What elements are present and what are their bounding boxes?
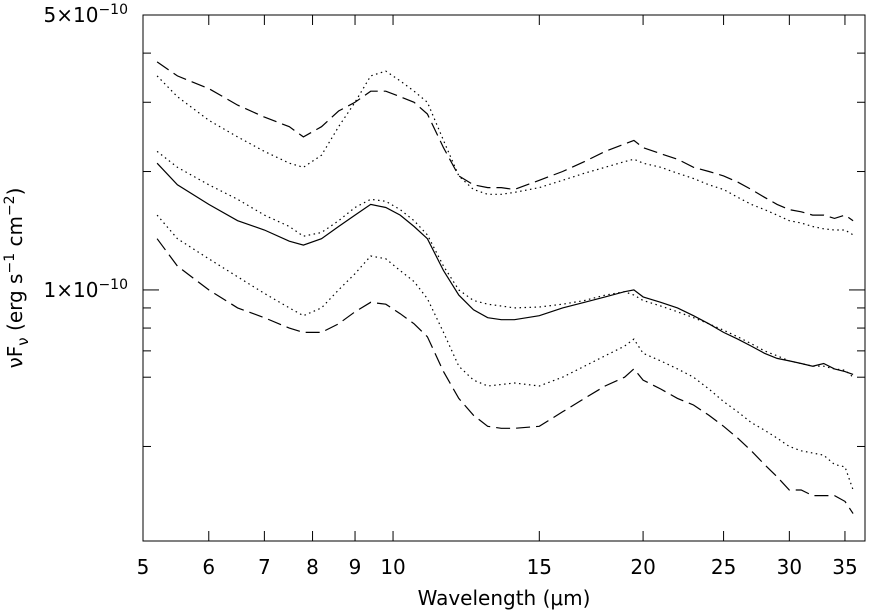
x-tick-label: 15	[527, 555, 552, 579]
x-tick-label: 20	[630, 555, 655, 579]
x-tick-label: 10	[380, 555, 405, 579]
y-axis: 1×10−10 5×10−10	[44, 2, 865, 447]
x-tick-label: 8	[306, 555, 319, 579]
x-axis-label: Wavelength (μm)	[418, 586, 591, 610]
y-tick-label: 1×10−10	[44, 277, 128, 302]
x-tick-label: 25	[711, 555, 736, 579]
x-tick-label: 7	[258, 555, 271, 579]
series-group	[156, 61, 854, 514]
series-line-5-dotted	[156, 214, 854, 491]
y-axis-label: νFν (erg s−1 cm−2)	[2, 188, 32, 369]
series-line-4-solid	[156, 162, 854, 375]
x-tick-label: 5	[137, 555, 150, 579]
x-tick-label: 35	[832, 555, 857, 579]
y-tick-label: 5×10−10	[44, 2, 128, 27]
series-line-6-dashed	[156, 238, 854, 514]
series-line-2-dotted	[156, 70, 854, 236]
x-tick-label: 6	[202, 555, 215, 579]
x-axis: 5 6 7 8 9 10 15 20 25 30 35	[137, 15, 858, 579]
plot-frame	[142, 14, 866, 542]
series-line-3-dotted	[156, 150, 854, 378]
x-tick-label: 30	[777, 555, 802, 579]
series-line-1-dashed	[156, 61, 854, 222]
x-tick-label: 9	[349, 555, 362, 579]
